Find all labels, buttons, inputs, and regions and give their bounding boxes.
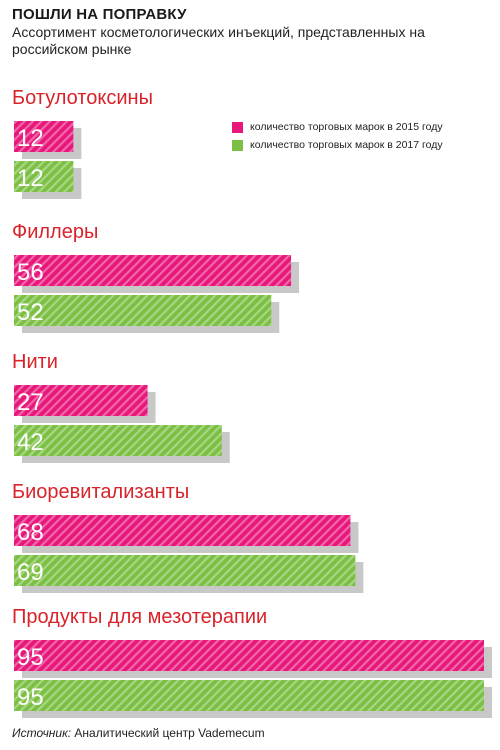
legend-item-2015: количество торговых марок в 2015 году bbox=[232, 118, 443, 136]
header: ПОШЛИ НА ПОПРАВКУ Ассортимент косметолог… bbox=[12, 6, 492, 58]
bar-value-label: 12 bbox=[17, 125, 44, 152]
bar-texture bbox=[14, 161, 74, 192]
bar-2015: 95 bbox=[14, 640, 492, 678]
bar-texture bbox=[14, 385, 148, 416]
bar-value-label: 52 bbox=[17, 299, 44, 326]
category-label: Продукты для мезотерапии bbox=[12, 606, 267, 628]
legend-swatch-2015 bbox=[232, 121, 243, 133]
bar-texture bbox=[14, 425, 222, 456]
legend: количество торговых марок в 2015 году ко… bbox=[232, 118, 443, 154]
bar-2017: 52 bbox=[14, 295, 280, 333]
bar-2015: 56 bbox=[14, 255, 300, 293]
source-note: Источник: Аналитический центр Vademecum bbox=[12, 726, 265, 740]
legend-label-2015: количество торговых марок в 2015 году bbox=[250, 121, 443, 133]
legend-label-2017: количество торговых марок в 2017 году bbox=[250, 139, 443, 151]
bar-2015: 68 bbox=[14, 515, 359, 553]
bar-2017: 42 bbox=[14, 425, 230, 463]
bar-2017: 12 bbox=[14, 161, 82, 199]
legend-item-2017: количество торговых марок в 2017 году bbox=[232, 136, 443, 154]
bar-value-label: 12 bbox=[17, 165, 44, 192]
bar-texture bbox=[14, 121, 74, 152]
bar-texture bbox=[14, 295, 272, 326]
bar-2017: 95 bbox=[14, 680, 492, 718]
category-label: Филлеры bbox=[12, 221, 98, 243]
legend-swatch-2017 bbox=[232, 139, 243, 151]
category-label: Биоревитализанты bbox=[12, 481, 189, 503]
chart-subtitle: Ассортимент косметологических инъекций, … bbox=[12, 24, 425, 57]
category-label: Нити bbox=[12, 351, 58, 373]
bar-texture bbox=[14, 255, 292, 286]
bar-texture bbox=[14, 640, 484, 671]
source-text: Аналитический центр Vademecum bbox=[74, 726, 265, 740]
source-label: Источник: bbox=[12, 726, 72, 740]
bar-value-label: 68 bbox=[17, 519, 44, 546]
bar-texture bbox=[14, 515, 351, 546]
bar-texture bbox=[14, 680, 484, 711]
category-label: Ботулотоксины bbox=[12, 87, 153, 109]
bar-value-label: 56 bbox=[17, 259, 44, 286]
bar-value-label: 69 bbox=[17, 559, 44, 586]
bar-2015: 27 bbox=[14, 385, 156, 423]
chart-title: ПОШЛИ НА ПОПРАВКУ bbox=[12, 6, 187, 23]
bar-value-label: 27 bbox=[17, 389, 44, 416]
bar-texture bbox=[14, 555, 356, 586]
bar-value-label: 42 bbox=[17, 429, 44, 456]
bar-value-label: 95 bbox=[17, 644, 44, 671]
bar-2017: 69 bbox=[14, 555, 364, 593]
bar-2015: 12 bbox=[14, 121, 82, 159]
bar-value-label: 95 bbox=[17, 684, 44, 711]
